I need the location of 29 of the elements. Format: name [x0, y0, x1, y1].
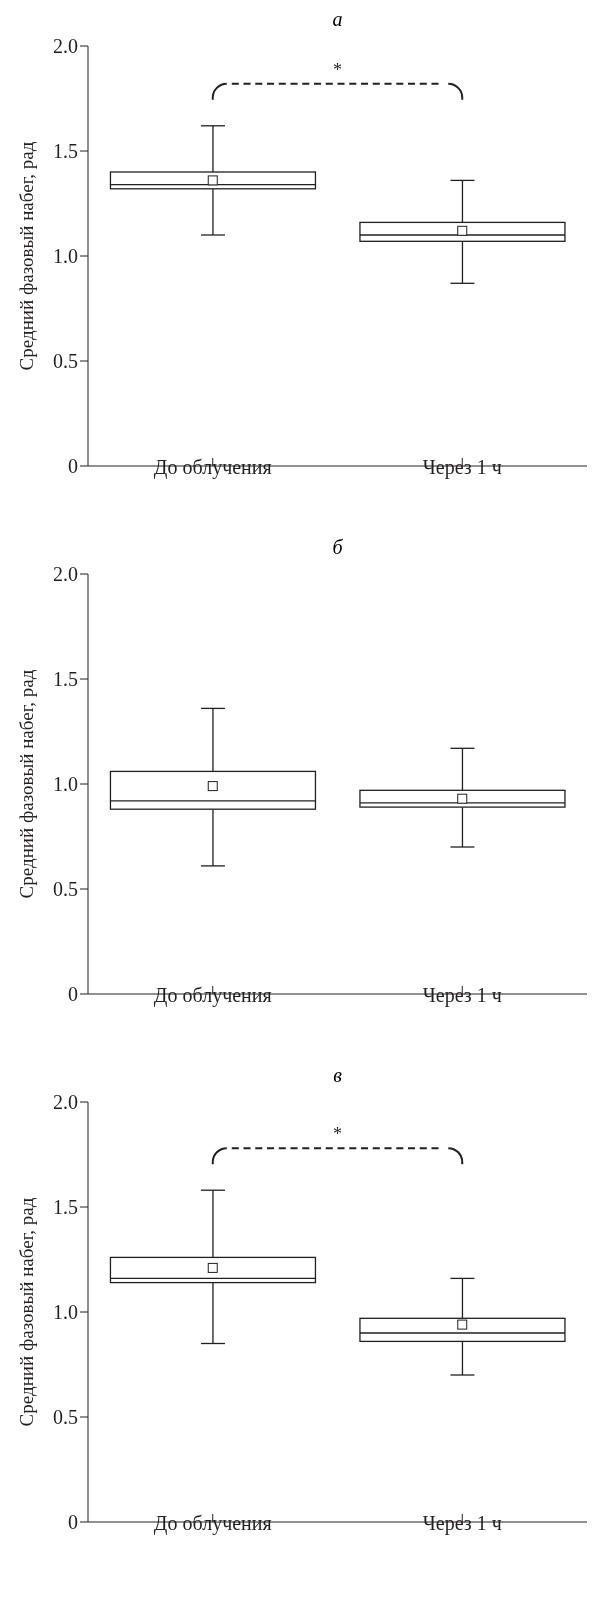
y-tick-label: 0.5: [53, 350, 78, 373]
y-tick-label: 0: [68, 455, 78, 478]
y-tick-label: 0.5: [53, 1406, 78, 1429]
y-tick-label: 2.0: [53, 1091, 78, 1114]
y-tick-label: 0.5: [53, 878, 78, 901]
x-tick-label: Через 1 ч: [422, 984, 502, 1008]
y-tick-label: 1.5: [53, 668, 78, 691]
y-tick-label: 2.0: [53, 35, 78, 58]
chart-title: а: [331, 8, 344, 32]
x-tick-label: До облучения: [153, 984, 272, 1008]
y-tick-label: 1.5: [53, 140, 78, 163]
y-tick-label: 0: [68, 983, 78, 1006]
y-tick-label: 2.0: [53, 563, 78, 586]
x-tick-label: Через 1 ч: [422, 456, 502, 480]
y-axis-title: Средний фазовый набег, рад: [15, 141, 37, 371]
y-axis-title: Средний фазовый набег, рад: [15, 1197, 37, 1427]
chart-title: б: [331, 536, 344, 560]
annotation: *: [333, 1124, 342, 1145]
annotation: *: [333, 59, 342, 80]
x-tick-label: До облучения: [153, 1512, 272, 1536]
y-axis-title: Средний фазовый набег, рад: [15, 669, 37, 899]
y-tick-label: 1.0: [53, 245, 78, 268]
y-tick-label: 1.5: [53, 1196, 78, 1219]
y-tick-label: 1.0: [53, 1301, 78, 1324]
chart-title: в: [332, 1064, 343, 1088]
y-tick-label: 1.0: [53, 773, 78, 796]
y-tick-label: 0: [68, 1511, 78, 1534]
x-tick-label: До облучения: [153, 456, 272, 480]
x-tick-label: Через 1 ч: [422, 1512, 502, 1536]
